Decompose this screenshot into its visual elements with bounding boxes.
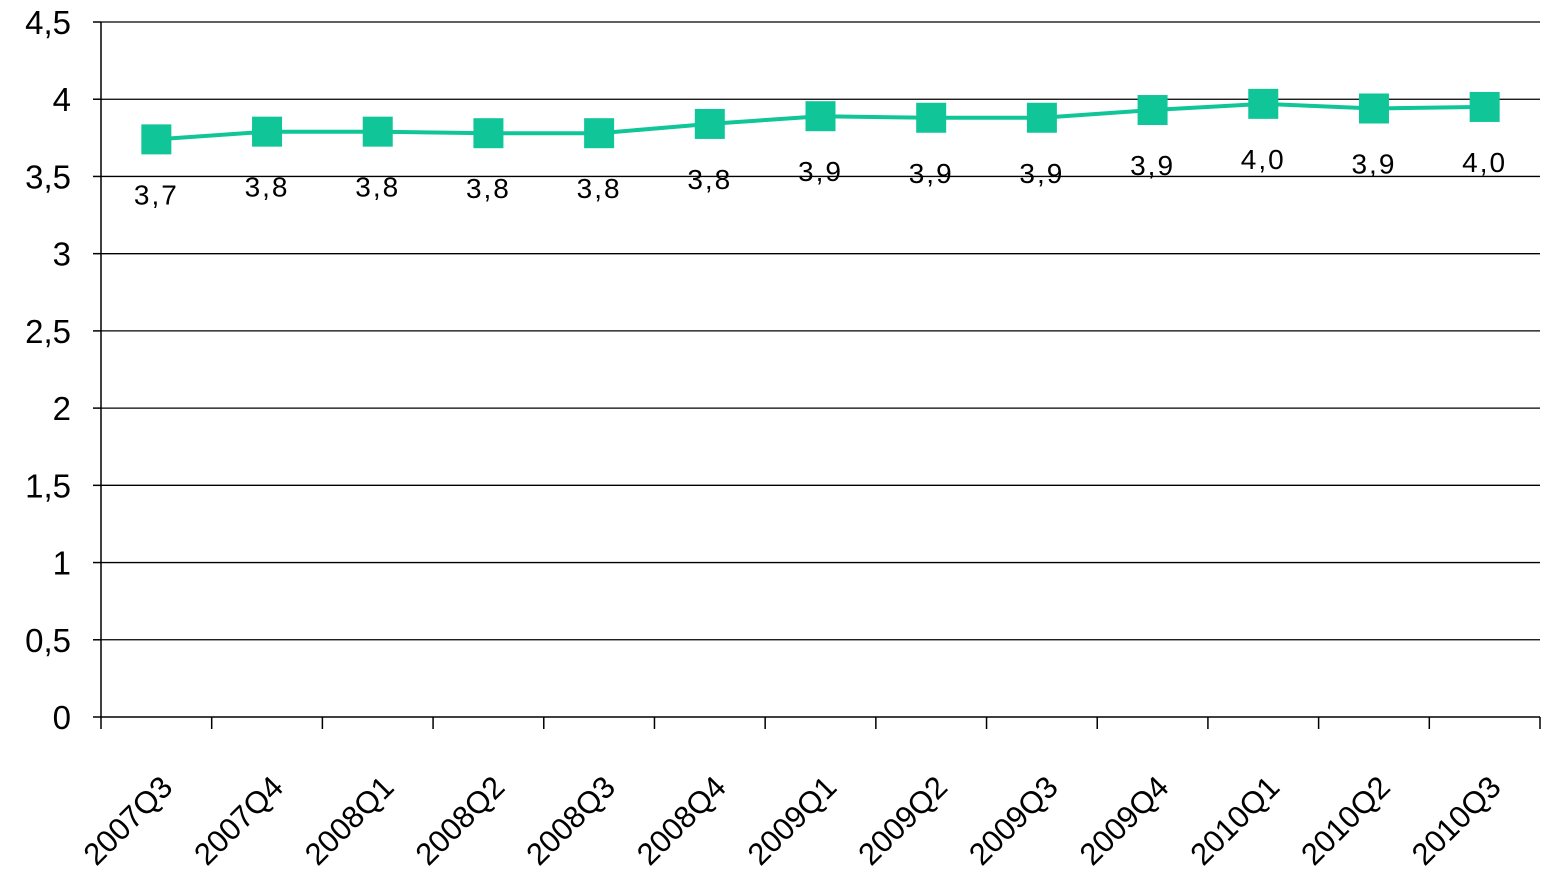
data-point-2010Q3	[1469, 91, 1500, 122]
data-label-2009Q3: 3,9	[1019, 158, 1064, 189]
data-point-2008Q2	[473, 118, 504, 149]
data-label-2008Q1: 3,8	[355, 172, 400, 203]
data-point-2009Q2	[916, 102, 947, 133]
data-point-2008Q4	[694, 108, 725, 139]
axes	[93, 21, 1541, 729]
y-tick-label-5: 2,5	[25, 313, 71, 350]
y-tick-label-8: 4	[53, 81, 71, 118]
data-label-2008Q4: 3,8	[687, 164, 732, 195]
data-point-2007Q3	[141, 124, 172, 155]
data-label-2008Q3: 3,8	[577, 173, 622, 204]
x-tick-label-2009Q3: 2009Q3	[962, 769, 1065, 872]
data-point-2008Q3	[584, 118, 615, 149]
data-point-2007Q4	[252, 116, 283, 147]
y-tick-label-7: 3,5	[25, 158, 71, 195]
data-label-2007Q4: 3,8	[245, 172, 290, 203]
data-point-2009Q3	[1026, 102, 1057, 133]
data-markers	[141, 88, 1500, 155]
y-tick-label-9: 4,5	[25, 4, 71, 41]
x-tick-label-2010Q1: 2010Q1	[1183, 769, 1286, 872]
data-point-2008Q1	[362, 116, 393, 147]
y-tick-label-4: 2	[53, 390, 71, 427]
x-tick-label-2007Q3: 2007Q3	[77, 769, 180, 872]
y-tick-label-0: 0	[53, 699, 71, 736]
x-tick-label-2008Q2: 2008Q2	[409, 769, 512, 872]
gridlines	[101, 21, 1540, 641]
data-label-2010Q3: 4,0	[1462, 147, 1507, 178]
data-point-2010Q1	[1248, 88, 1279, 119]
y-tick-label-1: 0,5	[25, 622, 71, 659]
data-point-2009Q4	[1137, 95, 1168, 126]
x-tick-label-2009Q2: 2009Q2	[851, 769, 954, 872]
data-point-2010Q2	[1358, 93, 1389, 124]
x-tick-label-2007Q4: 2007Q4	[187, 769, 290, 872]
y-axis-tick-labels: 0 0,5 1 1,5 2 2,5 3 3,5 4 4,5	[25, 4, 71, 736]
y-tick-label-2: 1	[53, 545, 71, 582]
data-label-2009Q4: 3,9	[1130, 150, 1175, 181]
data-label-2008Q2: 3,8	[466, 173, 511, 204]
x-tick-label-2008Q3: 2008Q3	[519, 769, 622, 872]
y-tick-label-3: 1,5	[25, 467, 71, 504]
data-point-2009Q1	[805, 101, 836, 132]
data-label-2009Q2: 3,9	[909, 158, 954, 189]
data-labels: 3,7 3,8 3,8 3,8 3,8 3,8 3,9 3,9 3,9 3,9 4,0 3,9 4,0	[134, 144, 1507, 211]
data-label-2010Q2: 3,9	[1351, 148, 1396, 179]
x-tick-label-2010Q2: 2010Q2	[1294, 769, 1397, 872]
x-axis-tick-labels: 2007Q3 2007Q4 2008Q1 2008Q2 2008Q3 2008Q4 2009…	[77, 769, 1508, 872]
data-label-2009Q1: 3,9	[798, 156, 843, 187]
x-tick-label-2008Q1: 2008Q1	[298, 769, 401, 872]
y-tick-label-6: 3	[53, 236, 71, 273]
x-tick-label-2009Q1: 2009Q1	[741, 769, 844, 872]
data-label-2007Q3: 3,7	[134, 179, 179, 210]
x-tick-label-2009Q4: 2009Q4	[1073, 769, 1176, 872]
x-tick-label-2010Q3: 2010Q3	[1405, 769, 1508, 872]
data-label-2010Q1: 4,0	[1241, 144, 1286, 175]
x-tick-label-2008Q4: 2008Q4	[630, 769, 733, 872]
